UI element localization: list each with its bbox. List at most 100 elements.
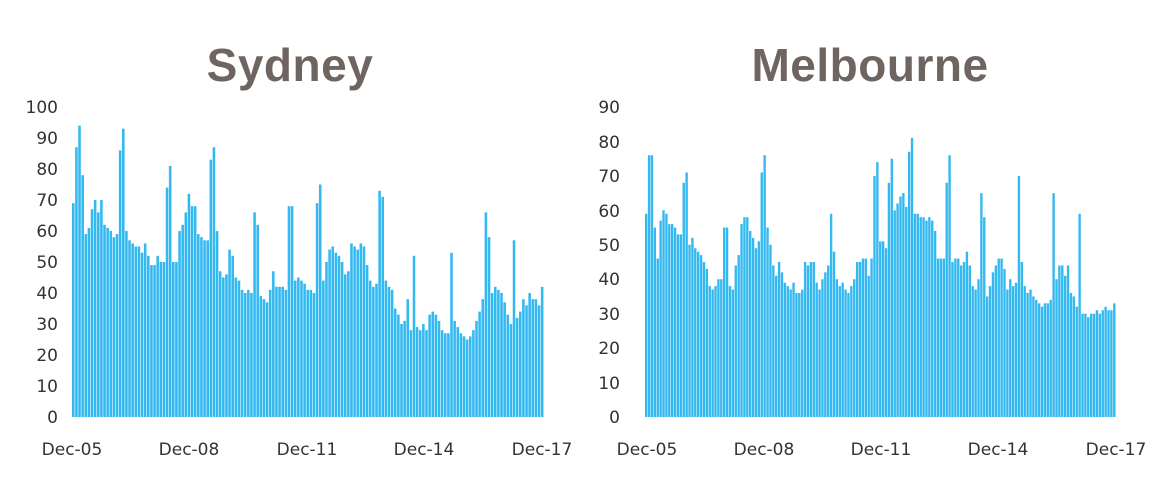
x-tick: Dec-14 bbox=[967, 440, 1029, 460]
y-tick: 0 bbox=[47, 408, 58, 428]
bar bbox=[841, 282, 844, 417]
bar bbox=[303, 283, 306, 417]
bar bbox=[175, 262, 178, 417]
bar bbox=[925, 220, 928, 417]
bar bbox=[896, 203, 899, 417]
bar bbox=[487, 237, 491, 417]
bar bbox=[650, 155, 654, 417]
bar bbox=[890, 158, 893, 417]
bar bbox=[844, 289, 847, 417]
bar bbox=[919, 217, 922, 417]
bar bbox=[490, 293, 494, 417]
bar bbox=[140, 252, 144, 417]
x-tick: Dec-05 bbox=[41, 440, 103, 460]
bar bbox=[988, 286, 992, 417]
bar bbox=[247, 289, 250, 417]
bar bbox=[256, 224, 259, 417]
bar bbox=[720, 279, 723, 417]
bar bbox=[93, 200, 97, 417]
y-tick: 10 bbox=[598, 374, 620, 394]
bar bbox=[697, 251, 700, 417]
bar bbox=[84, 234, 88, 417]
bar bbox=[431, 311, 435, 417]
bar bbox=[318, 184, 322, 417]
bar bbox=[434, 314, 438, 417]
bar bbox=[957, 258, 960, 417]
bar bbox=[725, 227, 729, 417]
bar bbox=[676, 234, 680, 417]
bar bbox=[309, 289, 313, 417]
bar bbox=[106, 227, 109, 417]
bar bbox=[109, 231, 113, 417]
bar bbox=[162, 262, 166, 417]
bar bbox=[974, 289, 977, 417]
bar bbox=[702, 262, 706, 417]
bar bbox=[1078, 213, 1081, 417]
bar bbox=[393, 308, 397, 417]
bar bbox=[1058, 265, 1061, 417]
bar bbox=[115, 234, 119, 417]
bar bbox=[509, 324, 513, 417]
bar bbox=[378, 190, 381, 417]
bar bbox=[228, 249, 231, 417]
bar bbox=[272, 271, 275, 417]
y-tick: 60 bbox=[598, 202, 620, 222]
bar bbox=[783, 282, 787, 417]
bar bbox=[103, 224, 106, 417]
bar bbox=[824, 272, 827, 417]
bar bbox=[763, 155, 766, 417]
bar bbox=[293, 280, 297, 417]
chart-title: Sydney bbox=[206, 39, 374, 91]
bar bbox=[397, 314, 400, 417]
bar bbox=[87, 227, 91, 417]
bar bbox=[792, 282, 795, 417]
bar bbox=[780, 272, 784, 417]
bar bbox=[870, 258, 873, 417]
bar bbox=[343, 274, 347, 417]
bar bbox=[478, 311, 481, 417]
bar bbox=[1084, 313, 1087, 417]
bar bbox=[968, 265, 971, 417]
bar bbox=[688, 244, 691, 417]
bar bbox=[723, 227, 726, 417]
bar bbox=[462, 336, 466, 417]
bar bbox=[853, 279, 856, 417]
y-tick: 0 bbox=[609, 408, 620, 428]
bar bbox=[1017, 175, 1021, 417]
bar bbox=[928, 217, 931, 417]
bar bbox=[1107, 310, 1110, 417]
bar bbox=[1023, 286, 1026, 417]
bar bbox=[734, 265, 737, 417]
bar bbox=[861, 258, 865, 417]
bar bbox=[493, 286, 497, 417]
bar bbox=[356, 249, 360, 417]
bar bbox=[322, 280, 325, 417]
y-tick: 30 bbox=[36, 315, 58, 335]
bar bbox=[475, 320, 478, 417]
bar bbox=[922, 217, 925, 417]
bar bbox=[997, 258, 1000, 417]
bar bbox=[659, 220, 662, 417]
chart-title: Melbourne bbox=[751, 39, 989, 91]
bar bbox=[1026, 293, 1029, 417]
bar bbox=[125, 231, 128, 417]
bar bbox=[775, 275, 778, 417]
bar bbox=[209, 159, 213, 417]
bar bbox=[237, 280, 241, 417]
bar bbox=[980, 193, 983, 417]
bar bbox=[81, 175, 84, 417]
bar-area bbox=[645, 107, 1116, 417]
bar bbox=[331, 246, 334, 417]
melbourne-chart: Melbourne 90 80 70 60 50 40 30 20 10 0 D… bbox=[580, 0, 1160, 496]
y-tick: 70 bbox=[598, 167, 620, 187]
y-tick: 20 bbox=[36, 346, 58, 366]
y-tick: 40 bbox=[598, 270, 620, 290]
bar bbox=[959, 265, 963, 417]
bar bbox=[315, 203, 319, 417]
bar bbox=[97, 212, 100, 417]
bar bbox=[1063, 275, 1067, 417]
bar bbox=[656, 258, 659, 417]
bar bbox=[262, 299, 266, 417]
bar bbox=[691, 237, 694, 417]
bar bbox=[312, 293, 316, 417]
